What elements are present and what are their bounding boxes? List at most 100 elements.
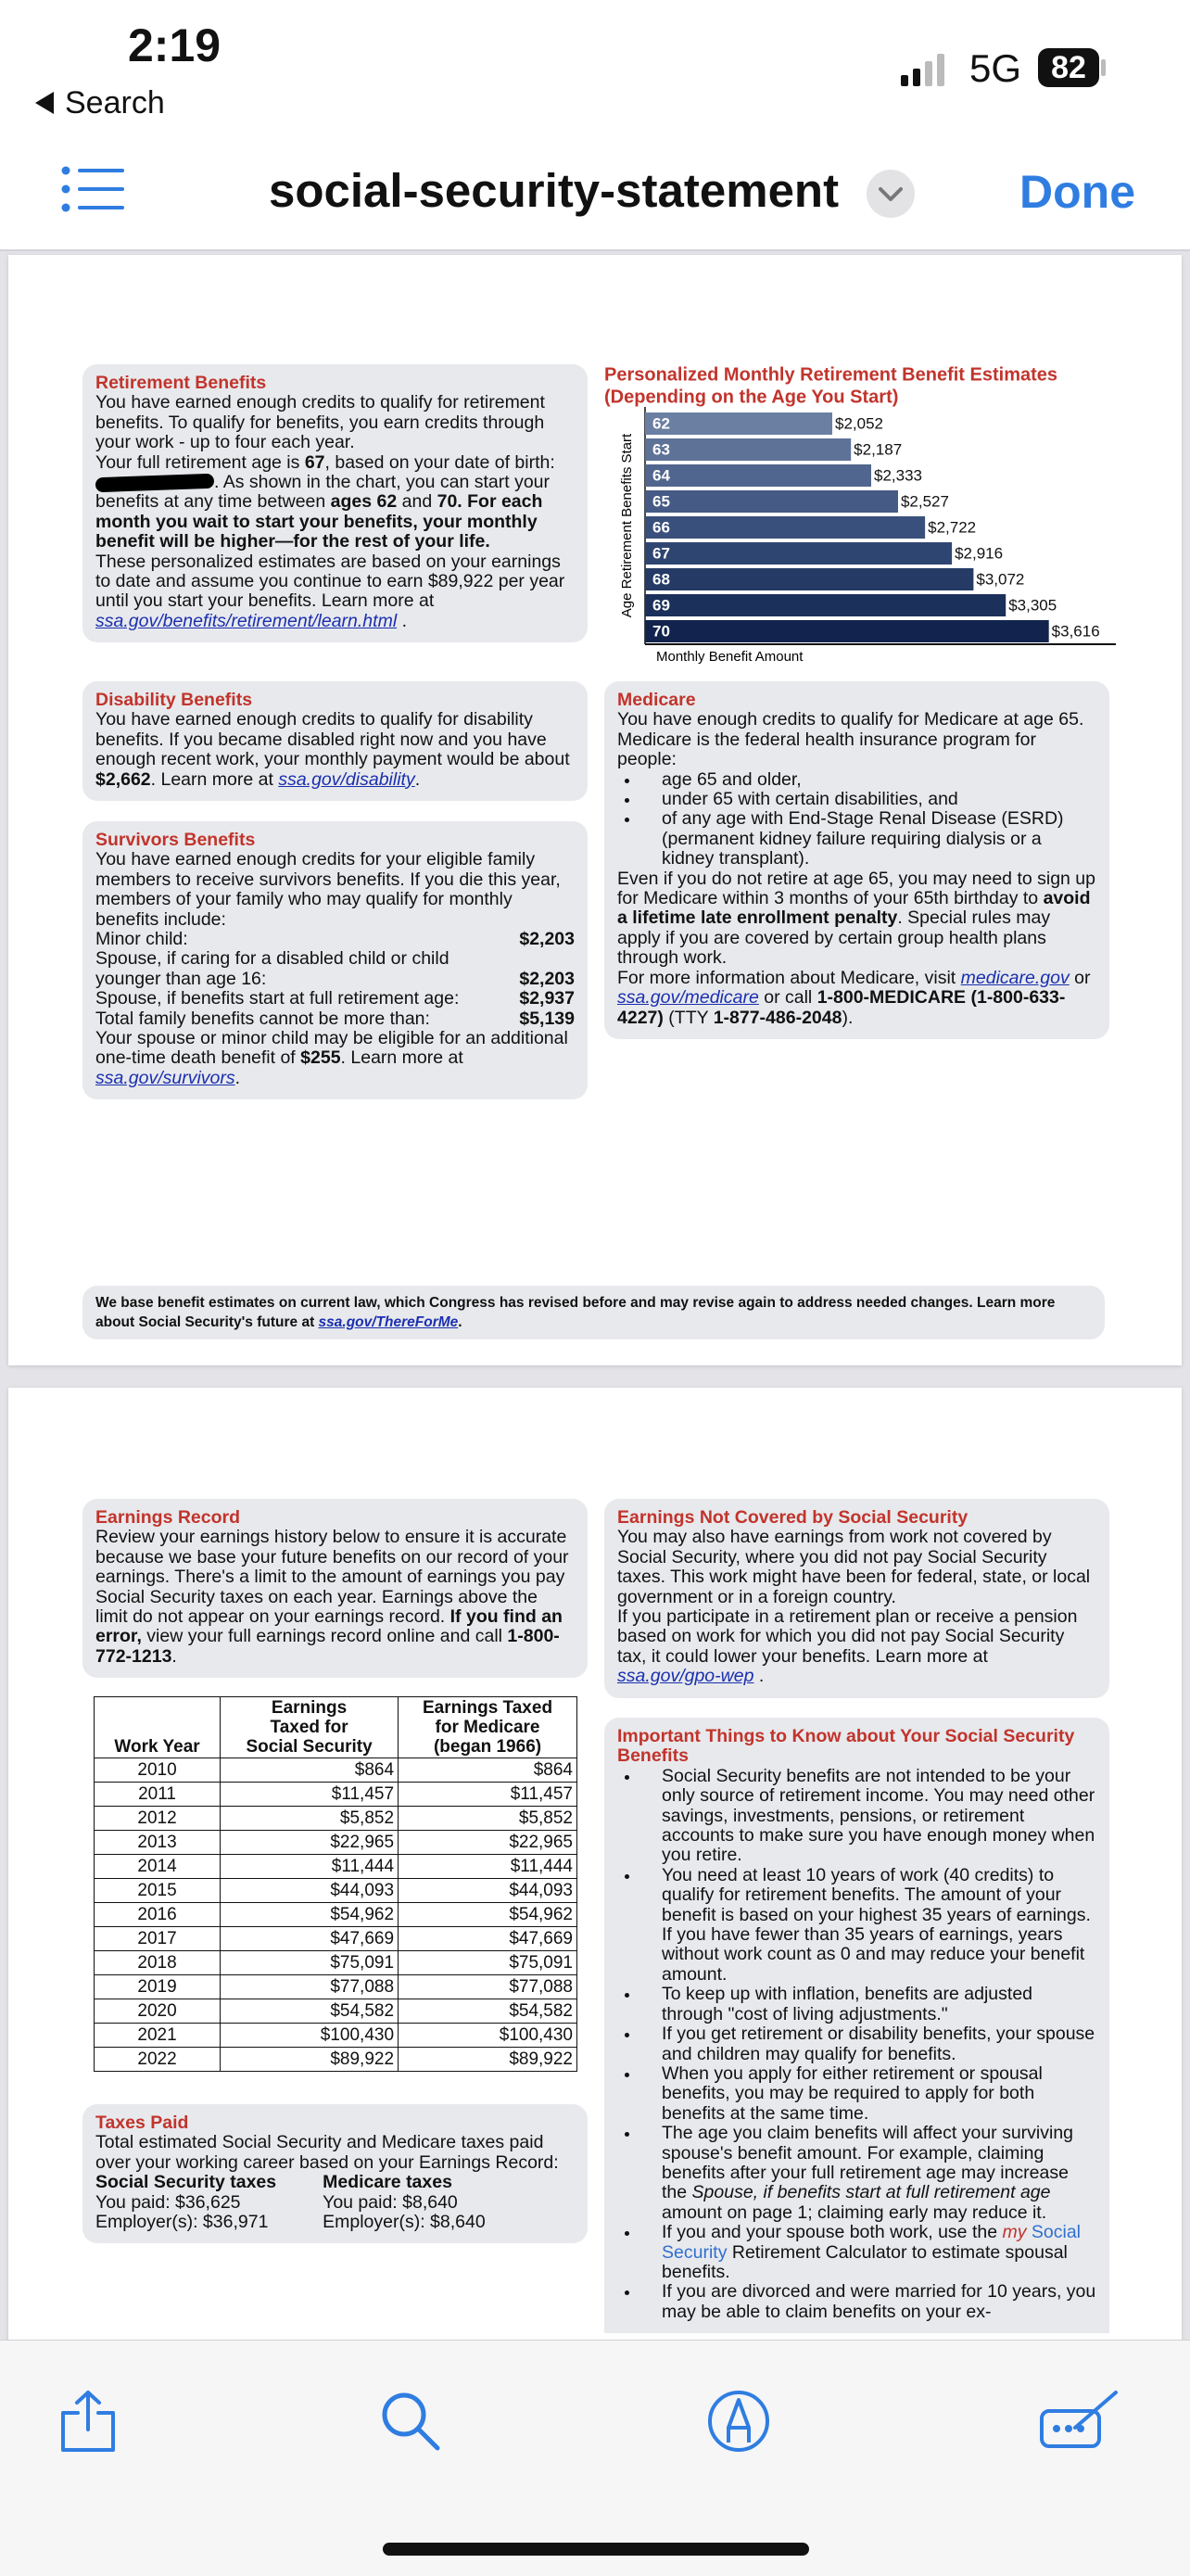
box-title: Disability Benefits bbox=[95, 690, 253, 710]
work-year: 2017 bbox=[93, 1926, 222, 1951]
earnings-cell: $44,093 bbox=[220, 1878, 399, 1903]
tax-line: Employer(s): $8,640 bbox=[323, 2212, 486, 2233]
work-year: 2015 bbox=[93, 1878, 222, 1903]
text-run: To keep up with inflation, benefits are … bbox=[662, 1984, 1033, 2024]
bullet-item: Social Security benefits are not intende… bbox=[617, 1766, 1096, 1866]
important-things: Important Things to Know about Your Soci… bbox=[604, 1718, 1109, 2334]
earnings-cell: $75,091 bbox=[398, 1950, 577, 1975]
earnings-cell: $11,457 bbox=[398, 1782, 577, 1807]
markup-button[interactable] bbox=[706, 2389, 771, 2454]
bullet-dot bbox=[625, 2132, 629, 2138]
earnings-cell: $77,088 bbox=[398, 1974, 577, 1999]
benefit-label: Total family benefits cannot be more tha… bbox=[95, 1008, 430, 1029]
text-run: (TTY bbox=[663, 1007, 714, 1028]
text-run: Review your earnings history below to en… bbox=[95, 1527, 569, 1628]
paragraph: Medicare is the federal health insurance… bbox=[617, 730, 1096, 770]
header-line: Earnings bbox=[271, 1698, 348, 1718]
work-year: 2020 bbox=[93, 1999, 222, 2024]
table-row: 2014 $11,444 $11,444 bbox=[93, 1854, 577, 1879]
link[interactable]: medicare.gov bbox=[960, 967, 1070, 988]
table-row: 2019 $77,088 $77,088 bbox=[93, 1974, 577, 1999]
earnings-cell: $864 bbox=[398, 1758, 577, 1783]
text-run: . bbox=[234, 1067, 241, 1088]
text-run: Medicare is the federal health insurance… bbox=[617, 729, 1036, 770]
work-year: 2013 bbox=[93, 1830, 222, 1855]
bullet-item: under 65 with certain disabilities, and bbox=[617, 789, 1096, 809]
text-run: Total estimated Social Security and Medi… bbox=[95, 2132, 559, 2173]
bold-text: $2,662 bbox=[95, 768, 151, 790]
earnings-cell: $11,444 bbox=[398, 1854, 577, 1879]
work-year: 2010 bbox=[93, 1758, 222, 1783]
earnings-cell: $11,457 bbox=[220, 1782, 399, 1807]
bullet-dot bbox=[625, 1993, 629, 1999]
tax-heading: Medicare taxes bbox=[323, 2172, 452, 2193]
bold-text: 1-800-772-1213 bbox=[95, 1626, 560, 1667]
earnings-cell: $11,444 bbox=[220, 1854, 399, 1879]
benefit-label: Spouse, if caring for a disabled child o… bbox=[95, 948, 449, 989]
link[interactable]: ssa.gov/disability bbox=[278, 768, 415, 790]
bar-value-label: $2,527 bbox=[901, 492, 949, 510]
bar bbox=[645, 568, 974, 590]
link[interactable]: ssa.gov/benefits/retirement/learn.html bbox=[95, 610, 398, 631]
paragraph: You have earned enough credits to qualif… bbox=[95, 393, 575, 452]
title-menu-button[interactable] bbox=[866, 169, 916, 219]
text-run: You have enough credits to qualify for M… bbox=[617, 709, 1084, 730]
box-title: Earnings Record bbox=[95, 1507, 241, 1528]
table-row: 2016 $54,962 $54,962 bbox=[93, 1902, 577, 1927]
bullet-item: When you apply for either retirement or … bbox=[617, 2062, 1096, 2124]
back-link[interactable]: Search bbox=[65, 85, 165, 121]
text-run: . bbox=[414, 768, 421, 790]
header-line: (began 1966) bbox=[433, 1737, 542, 1757]
text-run: . Learn more at bbox=[150, 768, 279, 790]
bold-text: 1-877-486-2048 bbox=[713, 1007, 842, 1028]
table-row: 2013 $22,965 $22,965 bbox=[93, 1830, 577, 1855]
network-label: 5G bbox=[969, 46, 1022, 90]
bar-category-label: 65 bbox=[652, 492, 670, 510]
header-line: Earnings Taxed bbox=[422, 1698, 553, 1718]
tax-line: You paid: $8,640 bbox=[323, 2191, 458, 2213]
search-button[interactable] bbox=[380, 2391, 441, 2452]
bold-text: If you find an error, bbox=[95, 1606, 563, 1647]
bullet-item: If you and your spouse both work, use th… bbox=[617, 2222, 1096, 2282]
back-arrow[interactable] bbox=[33, 90, 56, 116]
done-button[interactable]: Done bbox=[1019, 166, 1135, 218]
text-run: . As shown in the chart, you can start y… bbox=[95, 472, 551, 513]
text-run: You may also have earnings from work not… bbox=[617, 1527, 1091, 1607]
bullet-item: To keep up with inflation, benefits are … bbox=[617, 1984, 1096, 2024]
link[interactable]: ssa.gov/gpo-wep bbox=[617, 1666, 754, 1687]
tax-columns: Social Security taxes You paid: $36,625 Em… bbox=[95, 2172, 575, 2233]
benefit-amount: $2,937 bbox=[519, 988, 575, 1009]
bullet-dot bbox=[625, 1774, 629, 1780]
bullet-dot bbox=[625, 2033, 629, 2038]
bar-value-label: $2,916 bbox=[955, 544, 1003, 562]
paragraph: Your full retirement age is 67, based on… bbox=[95, 452, 575, 552]
work-year: 2011 bbox=[93, 1782, 222, 1807]
earnings-cell: $5,852 bbox=[398, 1806, 577, 1831]
more-button[interactable] bbox=[1038, 2389, 1121, 2454]
work-year: 2022 bbox=[93, 2047, 222, 2072]
bold-text: $255 bbox=[300, 1047, 341, 1069]
link[interactable]: ssa.gov/medicare bbox=[617, 987, 759, 1009]
link[interactable]: ssa.gov/survivors bbox=[95, 1067, 235, 1088]
paragraph: Total estimated Social Security and Medi… bbox=[95, 2133, 575, 2173]
text-run: When you apply for either retirement or … bbox=[662, 2062, 1043, 2124]
redacted-birthdate bbox=[95, 473, 215, 493]
earnings-cell: $54,962 bbox=[220, 1902, 399, 1927]
paragraph: We base benefit estimates on current law… bbox=[95, 1293, 1092, 1332]
benefit-amount: $2,203 bbox=[519, 929, 575, 950]
outline-button[interactable] bbox=[61, 165, 126, 213]
tax-column: Medicare taxes You paid: $8,640 Employer(s… bbox=[323, 2172, 486, 2233]
bullet-dot bbox=[625, 2290, 629, 2296]
benefit-row: Total family benefits cannot be more tha… bbox=[95, 1009, 575, 1029]
benefit-amount: $5,139 bbox=[519, 1008, 575, 1029]
bar-category-label: 63 bbox=[652, 440, 670, 458]
estimates-note: We base benefit estimates on current law… bbox=[82, 1286, 1105, 1339]
share-button[interactable] bbox=[57, 2389, 119, 2454]
link[interactable]: ssa.gov/ThereForMe bbox=[318, 1314, 459, 1330]
bar-value-label: $2,187 bbox=[854, 440, 902, 458]
y-axis-label: Age Retirement Benefits Start bbox=[619, 433, 635, 617]
paragraph: For more information about Medicare, vis… bbox=[617, 967, 1096, 1028]
text-run: . bbox=[397, 610, 407, 631]
